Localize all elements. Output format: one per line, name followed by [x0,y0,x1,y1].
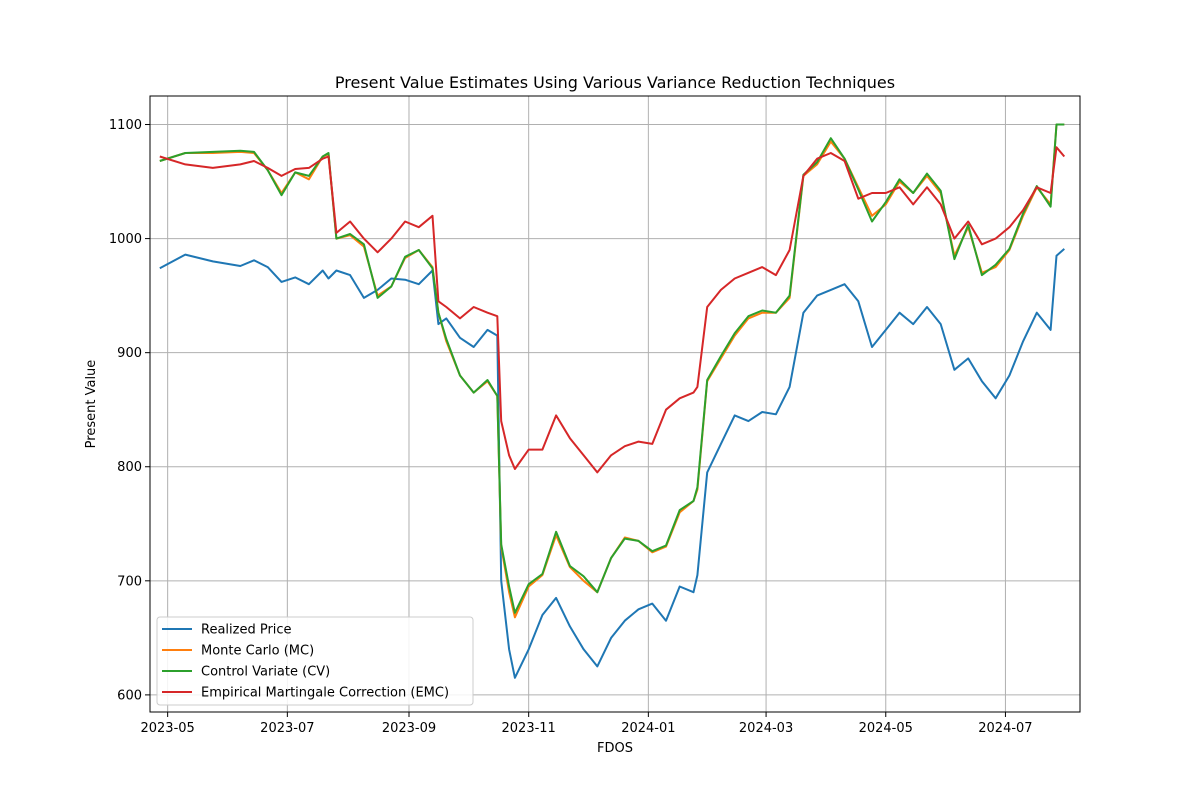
series-line-control-variate-cv [159,123,1065,614]
x-axis-label: FDOS [597,741,633,756]
y-tick-label: 800 [117,460,142,475]
y-tick-label: 1000 [109,232,142,247]
x-tick-label: 2024-07 [978,721,1032,736]
legend-label-empirical-martingale-correction-emc: Empirical Martingale Correction (EMC) [201,686,449,701]
y-axis-label: Present Value [84,360,99,449]
axis-ticks: 2023-05 2023-07 2023-09 2023-11 2024-01 2024-… [109,118,1033,736]
x-tick-label: 2023-09 [382,721,436,736]
legend-label-monte-carlo-mc: Monte Carlo (MC) [201,644,314,659]
y-tick-label: 900 [117,346,142,361]
y-tick-label: 1100 [109,118,142,133]
chart-title: Present Value Estimates Using Various Va… [335,73,895,92]
plot-frame [149,95,1081,713]
x-tick-label: 2024-01 [621,721,675,736]
legend: Realized Price Monte Carlo (MC) Control Va… [156,616,474,706]
x-tick-label: 2024-03 [739,721,793,736]
series-lines [159,123,1066,679]
series-line-realized-price [159,248,1065,679]
x-tick-label: 2023-05 [140,721,194,736]
x-tick-label: 2023-07 [260,721,314,736]
legend-label-control-variate-cv: Control Variate (CV) [201,665,330,680]
x-tick-label: 2023-11 [502,721,556,736]
legend-box [156,616,474,706]
legend-label-realized-price: Realized Price [201,623,292,638]
series-line-empirical-martingale-correction-emc [159,146,1066,474]
y-tick-label: 700 [117,574,142,589]
x-tick-label: 2024-05 [859,721,913,736]
y-tick-label: 600 [117,688,142,703]
